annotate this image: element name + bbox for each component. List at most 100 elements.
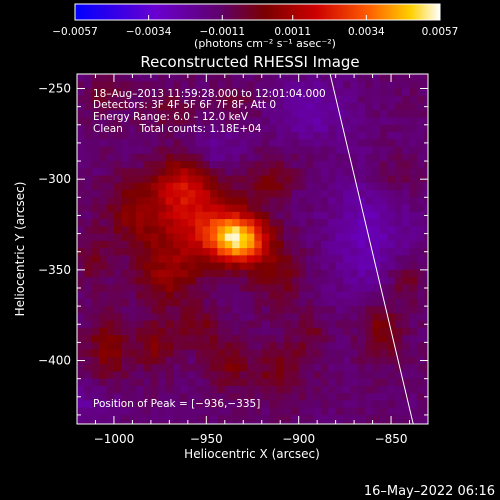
heatmap-cell	[210, 277, 218, 285]
heatmap-cell	[269, 400, 278, 409]
heatmap-cell	[313, 313, 322, 322]
heatmap-cell	[269, 393, 278, 402]
heatmap-cell	[424, 74, 428, 82]
heatmap-cell	[143, 88, 152, 97]
heatmap-cell	[158, 371, 167, 380]
heatmap-cell	[350, 117, 359, 126]
heatmap-cell	[224, 364, 233, 373]
heatmap-cell	[113, 219, 122, 227]
heatmap-cell	[143, 327, 152, 336]
heatmap-cell	[313, 219, 322, 227]
heatmap-cell	[143, 378, 152, 387]
heatmap-cell	[180, 400, 189, 409]
heatmap-cell	[158, 197, 167, 206]
heatmap-cell	[372, 335, 381, 343]
heatmap-cell	[394, 320, 403, 329]
heatmap-cell	[365, 226, 374, 235]
heatmap-cell	[165, 153, 174, 162]
heatmap-cell	[261, 95, 270, 104]
heatmap-cell	[328, 117, 337, 126]
heatmap-cell	[158, 182, 167, 191]
heatmap-cell	[306, 277, 315, 285]
heatmap-cell	[113, 153, 122, 162]
heatmap-cell	[261, 371, 270, 380]
heatmap-cell	[409, 393, 418, 402]
heatmap-cell	[313, 146, 322, 155]
heatmap-cell	[402, 226, 411, 235]
heatmap-cell	[424, 219, 428, 227]
heatmap-cell	[165, 146, 174, 155]
heatmap-cell	[320, 88, 329, 97]
heatmap-cell	[202, 124, 211, 133]
heatmap-cell	[320, 117, 329, 126]
heatmap-cell	[180, 298, 189, 307]
heatmap-cell	[91, 385, 100, 394]
heatmap-cell	[306, 356, 315, 365]
heatmap-cell	[409, 327, 418, 336]
heatmap-cell	[202, 248, 211, 256]
heatmap-cell	[84, 327, 93, 336]
solar-limb-line	[329, 74, 414, 424]
heatmap-cell	[424, 407, 428, 416]
heatmap-cell	[187, 124, 196, 133]
heatmap-cell	[143, 422, 152, 424]
heatmap-cell	[409, 197, 418, 206]
heatmap-cell	[239, 175, 248, 184]
heatmap-cell	[424, 385, 428, 394]
heatmap-cell	[217, 124, 226, 133]
heatmap-cell	[195, 407, 204, 416]
heatmap-cell	[91, 356, 100, 365]
heatmap-cell	[350, 364, 359, 373]
heatmap-cell	[232, 277, 241, 285]
heatmap-cell	[254, 364, 263, 373]
heatmap-cell	[202, 81, 211, 90]
heatmap-cell	[210, 117, 218, 126]
heatmap-cell	[113, 327, 122, 336]
heatmap-cell	[195, 313, 204, 322]
heatmap-cell	[187, 74, 196, 82]
heatmap-cell	[409, 88, 418, 97]
heatmap-cell	[136, 291, 145, 300]
heatmap-cell	[298, 153, 307, 162]
heatmap-cell	[128, 400, 137, 409]
heatmap-cell	[416, 298, 425, 307]
heatmap-cell	[416, 88, 425, 97]
heatmap-cell	[416, 378, 425, 387]
heatmap-cell	[320, 197, 329, 206]
heatmap-cell	[394, 306, 403, 314]
heatmap-cell	[424, 255, 428, 264]
heatmap-cell	[254, 255, 263, 264]
heatmap-cell	[195, 95, 204, 104]
heatmap-cell	[195, 153, 204, 162]
heatmap-cell	[409, 385, 418, 394]
heatmap-cell	[320, 269, 329, 278]
heatmap-cell	[269, 422, 278, 424]
heatmap-cell	[143, 74, 152, 82]
heatmap-cell	[298, 139, 307, 148]
heatmap-cell	[195, 88, 204, 97]
heatmap-cell	[77, 262, 85, 271]
heatmap-cell	[128, 204, 137, 213]
heatmap-cell	[320, 233, 329, 242]
heatmap-cell	[313, 240, 322, 249]
heatmap-cell	[113, 306, 122, 314]
heatmap-cell	[416, 139, 425, 148]
heatmap-cell	[379, 400, 388, 409]
heatmap-cell	[409, 146, 418, 155]
heatmap-cell	[180, 153, 189, 162]
heatmap-cell	[150, 335, 159, 343]
heatmap-cell	[210, 197, 218, 206]
heatmap-cell	[173, 400, 182, 409]
heatmap-cell	[409, 262, 418, 271]
heatmap-cell	[173, 291, 182, 300]
heatmap-cell	[121, 335, 130, 343]
heatmap-cell	[409, 414, 418, 423]
heatmap-cell	[246, 407, 255, 416]
heatmap-cell	[402, 139, 411, 148]
heatmap-cell	[357, 197, 366, 206]
heatmap-cell	[77, 371, 85, 380]
heatmap-cell	[261, 342, 270, 351]
heatmap-cell	[402, 306, 411, 314]
heatmap-cell	[143, 175, 152, 184]
heatmap-cell	[394, 277, 403, 285]
